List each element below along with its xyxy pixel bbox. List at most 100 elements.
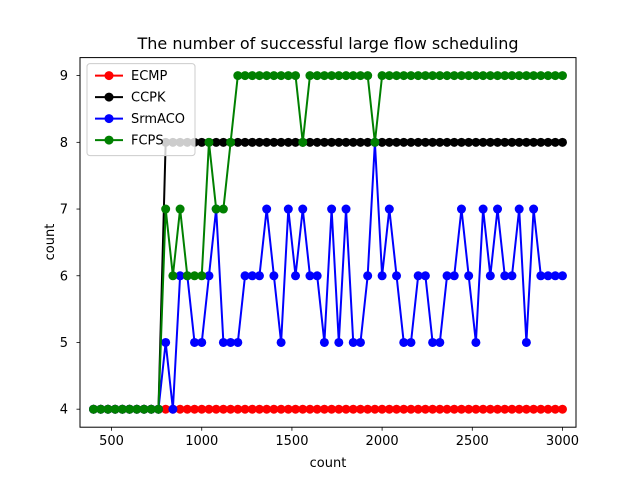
data-point (464, 271, 474, 281)
data-point (363, 71, 373, 81)
data-point (449, 271, 459, 281)
data-point (384, 404, 394, 414)
data-point (406, 137, 416, 147)
data-point (471, 71, 481, 81)
data-point (550, 71, 560, 81)
data-point (384, 204, 394, 214)
data-point (276, 404, 286, 414)
data-point (384, 137, 394, 147)
y-tick-label: 5 (60, 336, 68, 351)
data-point (392, 71, 402, 81)
data-point (485, 71, 495, 81)
data-point (507, 404, 517, 414)
data-point (276, 137, 286, 147)
legend-label: ECMP (131, 69, 168, 84)
y-tick-label: 9 (60, 69, 68, 84)
data-point (103, 404, 113, 414)
data-point (262, 204, 272, 214)
legend-marker (104, 71, 114, 81)
data-point (226, 137, 236, 147)
data-point (478, 137, 488, 147)
data-point (543, 137, 553, 147)
data-point (399, 71, 409, 81)
data-point (392, 404, 402, 414)
data-point (428, 71, 438, 81)
data-point (247, 137, 257, 147)
data-point (334, 71, 344, 81)
data-point (168, 404, 178, 414)
data-point (370, 137, 380, 147)
x-tick-label: 1500 (275, 434, 308, 449)
y-tick-label: 8 (60, 136, 68, 151)
data-point (456, 204, 466, 214)
data-point (182, 271, 192, 281)
data-point (262, 404, 272, 414)
y-axis-label: count (43, 224, 58, 261)
data-point (543, 404, 553, 414)
data-point (305, 271, 315, 281)
data-point (464, 137, 474, 147)
data-point (428, 404, 438, 414)
data-point (161, 337, 171, 347)
data-point (190, 404, 200, 414)
data-point (305, 137, 315, 147)
data-point (168, 271, 178, 281)
data-point (406, 337, 416, 347)
data-point (161, 204, 171, 214)
data-point (161, 404, 171, 414)
data-point (493, 71, 503, 81)
data-point (153, 404, 163, 414)
data-point (298, 404, 308, 414)
data-point (218, 337, 228, 347)
data-point (218, 137, 228, 147)
x-tick-label: 3000 (546, 434, 579, 449)
data-point (521, 137, 531, 147)
x-tick-label: 500 (99, 434, 124, 449)
data-point (406, 404, 416, 414)
data-point (449, 404, 459, 414)
data-point (89, 404, 99, 414)
data-point (420, 271, 430, 281)
data-point (406, 71, 416, 81)
data-point (319, 337, 329, 347)
data-point (456, 71, 466, 81)
data-point (305, 71, 315, 81)
data-point (327, 71, 337, 81)
data-point (240, 271, 250, 281)
data-point (233, 137, 243, 147)
data-point (334, 404, 344, 414)
data-point (348, 337, 358, 347)
data-point (377, 137, 387, 147)
x-axis-ticks: 500 1000 1500 2000 2500 3000 (99, 427, 579, 449)
data-point (319, 137, 329, 147)
data-point (298, 137, 308, 147)
data-point (327, 204, 337, 214)
data-point (240, 404, 250, 414)
data-point (536, 71, 546, 81)
data-point (471, 337, 481, 347)
data-point (399, 404, 409, 414)
data-point (550, 137, 560, 147)
data-point (269, 271, 279, 281)
data-point (269, 137, 279, 147)
data-point (175, 271, 185, 281)
data-point (197, 137, 207, 147)
data-point (226, 337, 236, 347)
data-point (399, 337, 409, 347)
x-tick-label: 2000 (366, 434, 399, 449)
data-point (435, 404, 445, 414)
data-point (327, 404, 337, 414)
legend-marker (104, 135, 114, 145)
data-point (471, 404, 481, 414)
x-tick-label: 1000 (185, 434, 218, 449)
data-point (96, 404, 106, 414)
data-point (507, 271, 517, 281)
data-point (384, 71, 394, 81)
data-point (377, 404, 387, 414)
data-point (182, 404, 192, 414)
data-point (485, 271, 495, 281)
data-point (493, 204, 503, 214)
data-point (355, 71, 365, 81)
data-point (283, 137, 293, 147)
legend-box (86, 63, 196, 157)
